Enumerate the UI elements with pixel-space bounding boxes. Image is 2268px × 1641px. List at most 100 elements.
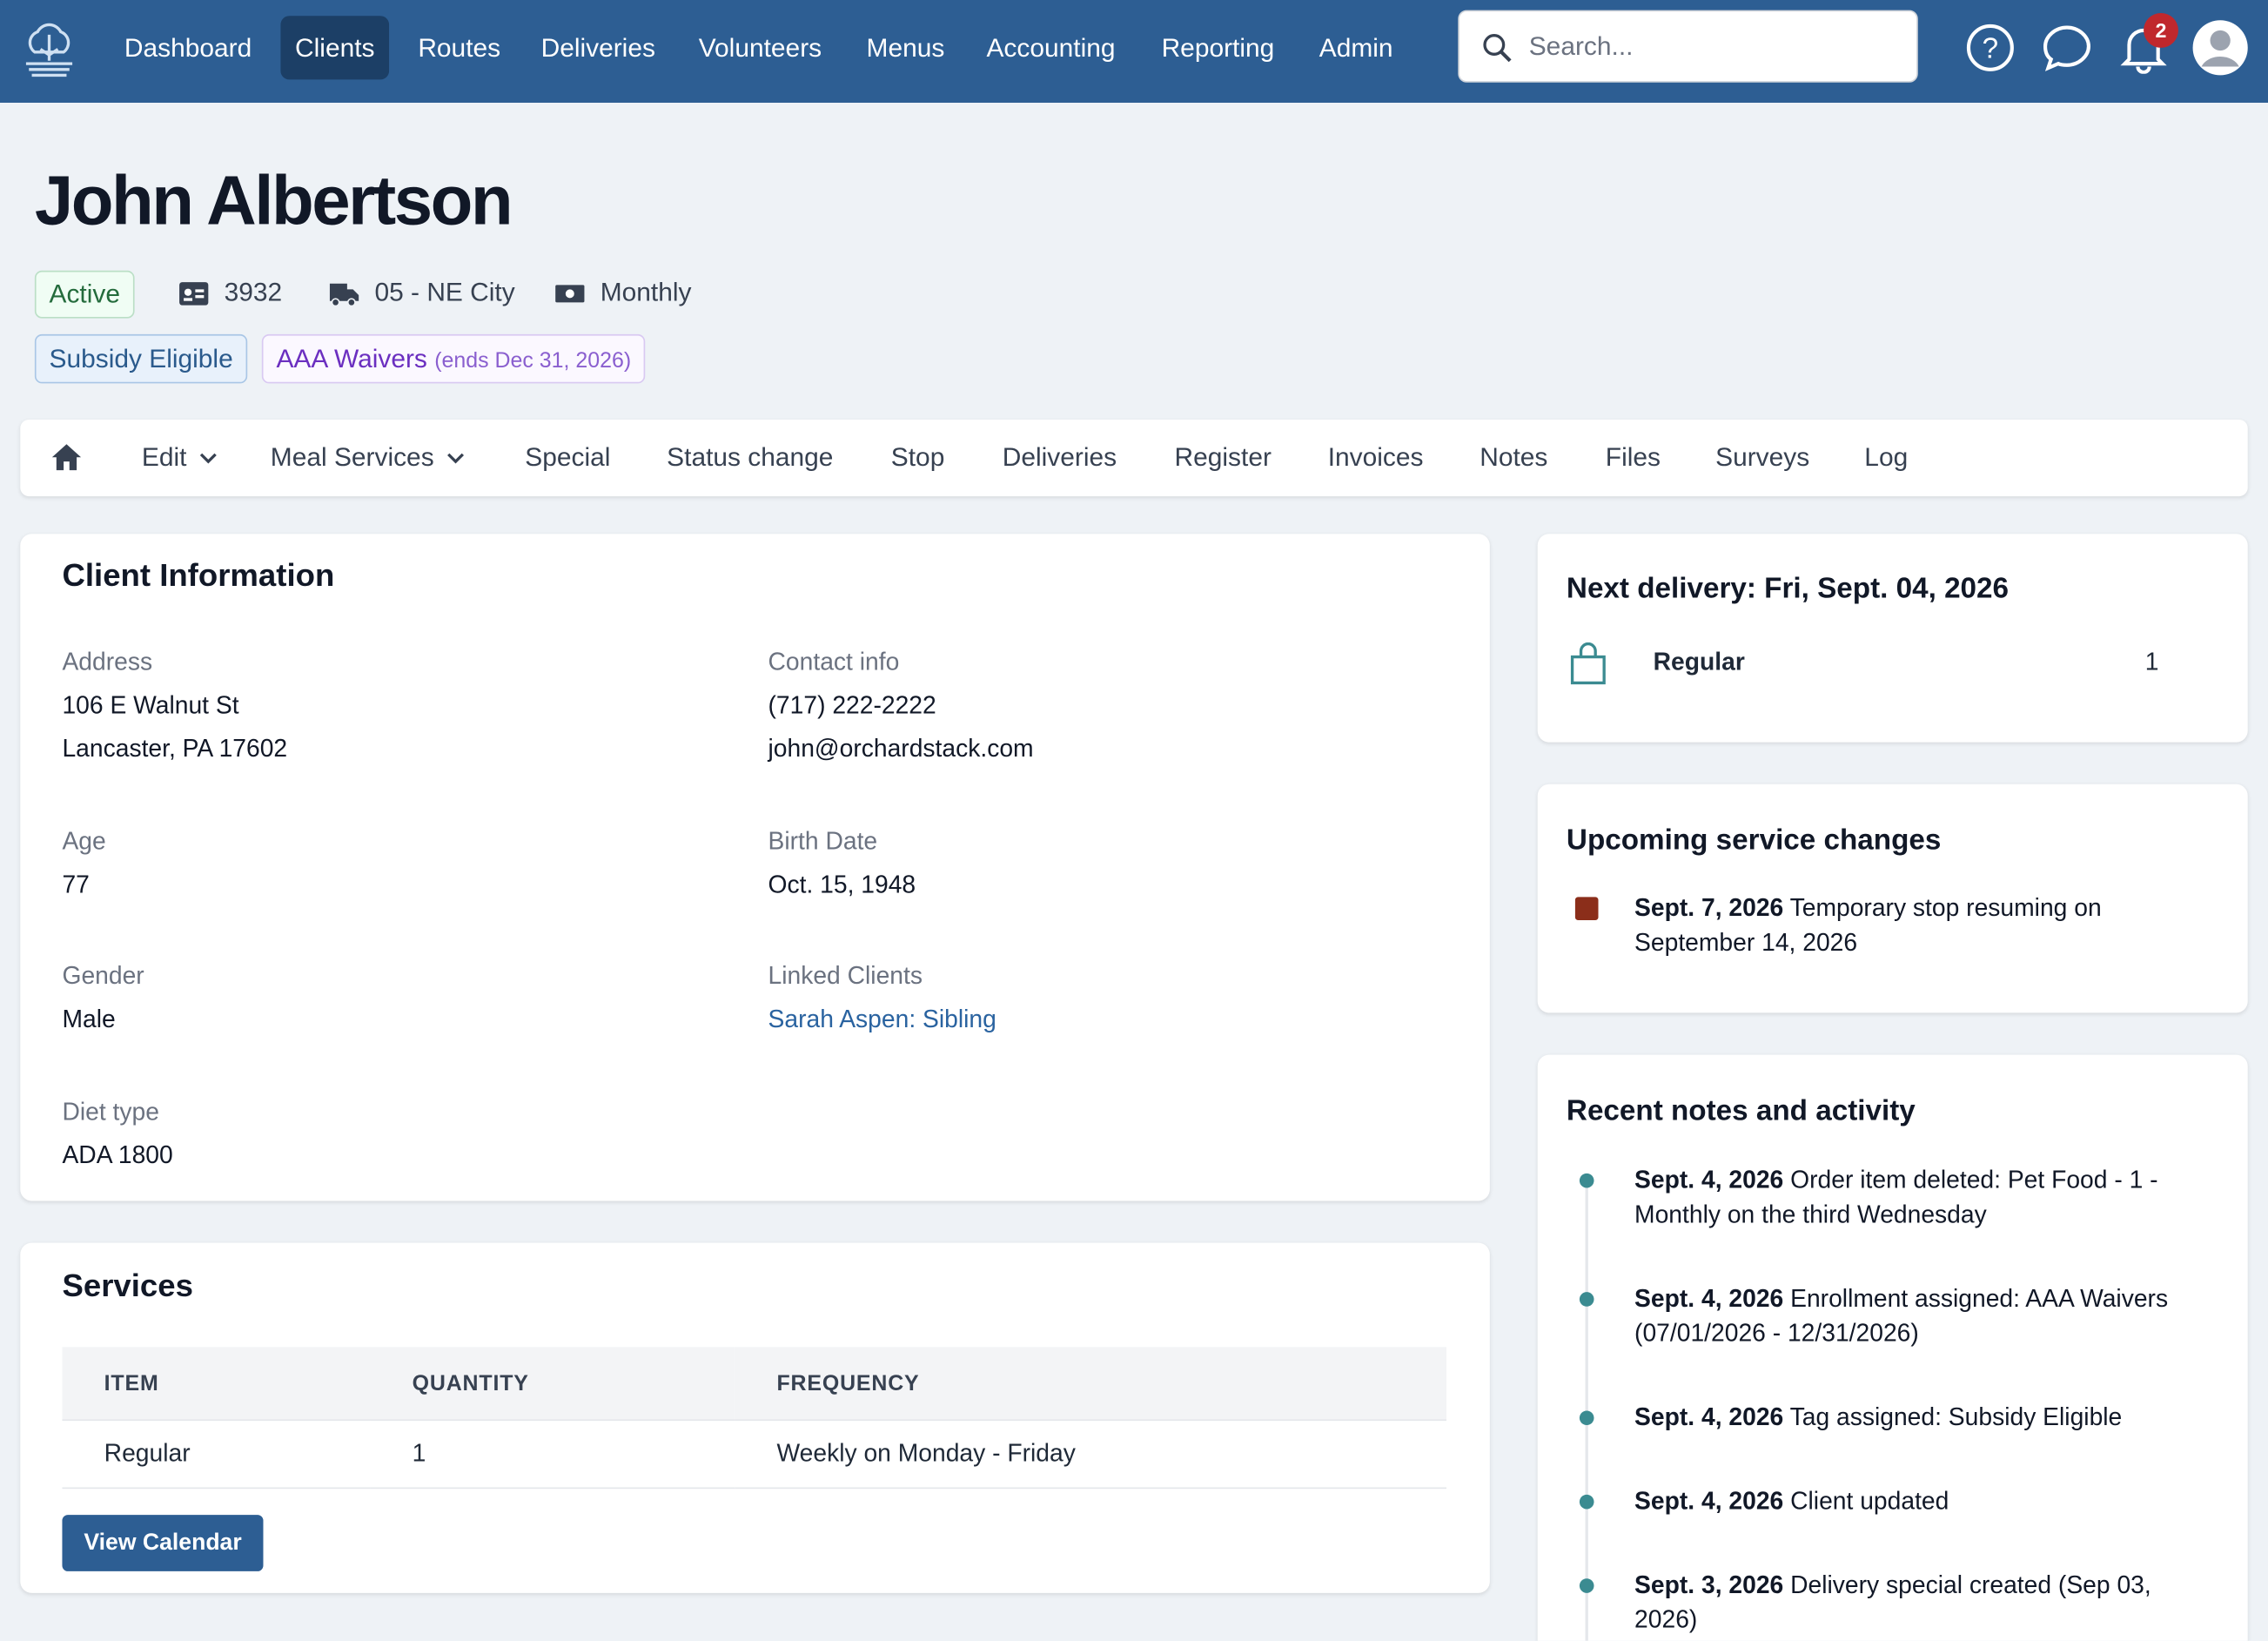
field-label: Birth Date xyxy=(768,827,878,856)
activity-text: Delivery special created (Sep 03, 2026) xyxy=(1634,1570,2151,1634)
tab-label: Edit xyxy=(141,442,187,472)
search-placeholder: Search... xyxy=(1528,31,1634,61)
tab-bar: Edit Meal Services Special Status change Sto… xyxy=(20,419,2248,497)
nav-item[interactable]: Volunteers xyxy=(698,33,822,63)
field: Birth Date Oct. 15, 1948 xyxy=(768,820,916,907)
tab[interactable]: Meal Services xyxy=(271,443,466,474)
route-text: 05 - NE City xyxy=(374,278,515,307)
field-value: ADA 1800 xyxy=(62,1141,173,1169)
home-icon[interactable] xyxy=(50,443,83,472)
notification-badge: 2 xyxy=(2144,12,2178,48)
tab[interactable]: Special xyxy=(525,443,610,474)
services-table: ITEM QUANTITY FREQUENCY Regular 1 Weekly on M… xyxy=(62,1347,1446,1490)
field-value: Oct. 15, 1948 xyxy=(768,871,916,899)
svg-text:?: ? xyxy=(1983,32,1998,64)
tab[interactable]: Invoices xyxy=(1328,443,1424,474)
field: Contact info (717) 222-2222 john@orchardst… xyxy=(768,641,1034,771)
activity-text: Tag assigned: Subsidy Eligible xyxy=(1789,1403,2123,1431)
activity-text: Client updated xyxy=(1790,1487,1949,1516)
timeline-dot xyxy=(1579,1578,1594,1593)
avatar[interactable] xyxy=(2191,19,2249,77)
tab-label: Deliveries xyxy=(1002,442,1117,472)
help-icon[interactable]: ? xyxy=(1964,22,2016,74)
client-id: 3932 xyxy=(178,278,282,308)
column-header: FREQUENCY xyxy=(735,1347,1446,1421)
upcoming-card: Upcoming service changes Sept. 7, 2026 T… xyxy=(1537,784,2248,1013)
activity-text: Order item deleted: Pet Food - 1 - Month… xyxy=(1634,1166,2158,1229)
top-nav: Dashboard Clients Routes Deliveries Voluntee… xyxy=(0,0,2268,104)
search-box[interactable]: Search... xyxy=(1458,10,1918,83)
tag-label: AAA Waivers xyxy=(276,344,427,373)
view-calendar-button[interactable]: View Calendar xyxy=(62,1515,264,1571)
activity-entry: Sept. 4, 2026 Tag assigned: Subsidy Elig… xyxy=(1634,1401,2213,1436)
tab[interactable]: Deliveries xyxy=(1003,443,1117,474)
chat-icon[interactable] xyxy=(2041,22,2093,74)
client-name: John Albertson xyxy=(34,163,513,240)
tag: Subsidy Eligible xyxy=(34,333,248,384)
activity-text: Enrollment assigned: AAA Waivers (07/01/… xyxy=(1634,1284,2169,1348)
field-value: 106 E Walnut St xyxy=(62,691,239,720)
field-label: Gender xyxy=(62,962,144,990)
billing-text: Monthly xyxy=(600,278,692,307)
tab-label: Invoices xyxy=(1327,442,1424,472)
column-header: QUANTITY xyxy=(370,1347,735,1421)
timeline-dot xyxy=(1579,1410,1594,1426)
next-delivery-card: Next delivery: Fri, Sept. 04, 2026 Regul… xyxy=(1537,534,2248,743)
nav-item[interactable]: Accounting xyxy=(986,33,1116,63)
services-card: Services ITEM QUANTITY FREQUENCY Regular 1 We… xyxy=(20,1242,1490,1593)
activity-date: Sept. 4, 2026 xyxy=(1634,1284,1784,1313)
tab[interactable]: Register xyxy=(1175,443,1272,474)
tab[interactable]: Edit xyxy=(142,443,218,474)
activity-card: Recent notes and activity Sept. 4, 2026 … xyxy=(1537,1054,2248,1641)
tag: AAA Waivers (ends Dec 31, 2026) xyxy=(261,333,646,384)
timeline-dot xyxy=(1579,1292,1594,1307)
timeline-dot xyxy=(1579,1494,1594,1510)
field-label: Diet type xyxy=(62,1098,159,1127)
tab-label: Notes xyxy=(1480,442,1548,472)
card-title: Next delivery: Fri, Sept. 04, 2026 xyxy=(1566,573,2010,605)
nav-item[interactable]: Admin xyxy=(1319,33,1393,63)
money-icon xyxy=(555,284,585,302)
tab[interactable]: Status change xyxy=(667,443,833,474)
card-title: Services xyxy=(62,1267,193,1304)
tab[interactable]: Log xyxy=(1864,443,1908,474)
activity-entry: Sept. 4, 2026 Order item deleted: Pet Fo… xyxy=(1634,1163,2213,1233)
field-value[interactable]: Sarah Aspen: Sibling xyxy=(768,1005,996,1033)
field-value: Lancaster, PA 17602 xyxy=(62,735,288,763)
nav-item[interactable]: Menus xyxy=(866,33,945,63)
nav-item[interactable]: Deliveries xyxy=(540,33,655,63)
nav-item[interactable]: Routes xyxy=(418,33,501,63)
tab-label: Special xyxy=(525,442,611,472)
logo[interactable] xyxy=(20,17,77,78)
activity-date: Sept. 4, 2026 xyxy=(1634,1403,1784,1431)
billing: Monthly xyxy=(554,278,692,308)
nav-item[interactable]: Reporting xyxy=(1161,33,1275,63)
tab-label: Stop xyxy=(890,442,945,472)
card-title: Client Information xyxy=(62,556,335,594)
tab[interactable]: Surveys xyxy=(1715,443,1809,474)
tab[interactable]: Notes xyxy=(1480,443,1547,474)
truck-icon xyxy=(329,282,359,306)
tab-label: Files xyxy=(1605,442,1661,472)
tab-label: Log xyxy=(1864,442,1909,472)
tab[interactable]: Stop xyxy=(891,443,945,474)
nav-item[interactable]: Clients xyxy=(280,16,390,80)
table-cell: Weekly on Monday - Friday xyxy=(735,1419,1446,1490)
timeline-dot xyxy=(1579,1173,1594,1188)
field-value: Male xyxy=(62,1005,116,1033)
field: Linked Clients Sarah Aspen: Sibling xyxy=(768,955,996,1042)
nav-item[interactable]: Dashboard xyxy=(124,33,252,63)
tab[interactable]: Files xyxy=(1606,443,1661,474)
activity-entry: Sept. 4, 2026 Enrollment assigned: AAA W… xyxy=(1634,1282,2213,1352)
tab-label: Status change xyxy=(667,442,834,472)
route: 05 - NE City xyxy=(328,278,515,308)
id-icon xyxy=(179,281,209,305)
activity-entry: Sept. 3, 2026 Delivery special created (… xyxy=(1634,1569,2213,1638)
card-title: Recent notes and activity xyxy=(1566,1095,1916,1127)
item-name: Regular xyxy=(1653,648,1745,676)
column-header: ITEM xyxy=(62,1347,371,1421)
field-value: (717) 222-2222 xyxy=(768,691,936,720)
search-icon xyxy=(1483,34,1512,63)
field-label: Contact info xyxy=(768,648,900,676)
